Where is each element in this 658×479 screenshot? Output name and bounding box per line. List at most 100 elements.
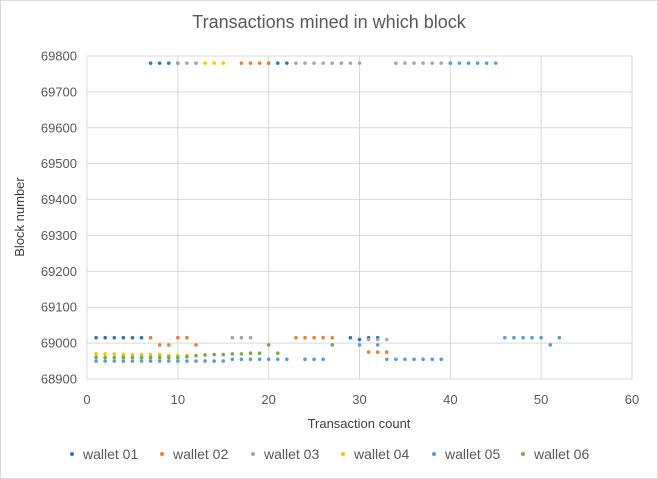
axes: 68900 69000 69100 69200 69300 69400 69500 69600… bbox=[41, 49, 639, 408]
data-point-wallet-2 bbox=[384, 350, 389, 354]
data-point-wallet-4 bbox=[212, 61, 216, 65]
x-axis-title: Transaction count bbox=[308, 416, 411, 431]
data-point-wallet-2 bbox=[266, 61, 271, 65]
data-point-wallet-5 bbox=[457, 61, 462, 65]
data-point-wallet-3 bbox=[366, 337, 371, 342]
legend: wallet 01 wallet 02 wallet 03 wallet 04 wall… bbox=[70, 446, 589, 462]
data-point-wallet-6 bbox=[266, 343, 271, 347]
data-point-wallet-3 bbox=[439, 61, 444, 65]
data-point-wallet-1 bbox=[275, 61, 280, 65]
y-tick-label: 69700 bbox=[41, 84, 77, 99]
data-point-wallet-3 bbox=[412, 61, 416, 65]
data-point-wallet-5 bbox=[94, 359, 98, 363]
data-point-wallet-2 bbox=[321, 335, 325, 340]
data-point-wallet-5 bbox=[203, 359, 207, 363]
x-tick-label: 60 bbox=[625, 392, 639, 407]
data-point-wallet-1 bbox=[357, 337, 362, 342]
data-point-wallet-1 bbox=[94, 335, 98, 340]
data-point-wallet-5 bbox=[194, 359, 198, 363]
data-point-wallet-1 bbox=[103, 335, 107, 340]
data-point-wallet-5 bbox=[475, 61, 480, 65]
data-point-wallet-2 bbox=[185, 335, 189, 340]
data-point-wallet-1 bbox=[121, 335, 126, 340]
data-point-wallet-4 bbox=[121, 352, 126, 357]
x-tick-label: 40 bbox=[443, 392, 457, 407]
data-point-wallet-6 bbox=[157, 355, 162, 360]
data-point-wallet-1 bbox=[130, 335, 135, 340]
data-point-wallet-6 bbox=[275, 351, 280, 355]
data-point-wallet-6 bbox=[194, 353, 198, 358]
data-point-wallet-1 bbox=[157, 61, 162, 65]
data-points bbox=[94, 61, 562, 363]
legend-marker bbox=[521, 452, 525, 456]
data-point-wallet-5 bbox=[430, 357, 434, 362]
data-point-wallet-5 bbox=[557, 335, 562, 340]
data-point-wallet-4 bbox=[139, 352, 144, 357]
data-point-wallet-5 bbox=[148, 359, 153, 363]
legend-label: wallet 04 bbox=[353, 446, 409, 462]
y-tick-label: 69100 bbox=[41, 300, 77, 315]
data-point-wallet-5 bbox=[139, 359, 144, 363]
data-point-wallet-5 bbox=[221, 359, 226, 363]
data-point-wallet-2 bbox=[366, 350, 371, 354]
data-point-wallet-3 bbox=[384, 337, 389, 342]
data-point-wallet-4 bbox=[221, 61, 226, 65]
data-point-wallet-4 bbox=[112, 352, 117, 356]
data-point-wallet-6 bbox=[257, 351, 262, 355]
data-point-wallet-3 bbox=[194, 61, 198, 65]
y-tick-label: 69500 bbox=[41, 156, 77, 171]
data-point-wallet-1 bbox=[112, 335, 117, 340]
data-point-wallet-6 bbox=[148, 355, 153, 360]
data-point-wallet-3 bbox=[348, 61, 353, 65]
data-point-wallet-5 bbox=[112, 359, 117, 363]
data-point-wallet-5 bbox=[375, 343, 380, 347]
data-point-wallet-2 bbox=[248, 61, 253, 65]
data-point-wallet-3 bbox=[421, 61, 425, 65]
data-point-wallet-6 bbox=[112, 355, 117, 360]
data-point-wallet-2 bbox=[312, 335, 316, 340]
legend-marker bbox=[70, 452, 74, 456]
data-point-wallet-6 bbox=[139, 355, 144, 360]
x-tick-label: 10 bbox=[171, 392, 185, 407]
y-axis-title: Block number bbox=[12, 177, 27, 257]
data-point-wallet-6 bbox=[212, 352, 216, 357]
data-point-wallet-5 bbox=[466, 61, 471, 65]
data-point-wallet-5 bbox=[439, 357, 444, 362]
data-point-wallet-2 bbox=[157, 343, 162, 347]
data-point-wallet-5 bbox=[448, 61, 453, 65]
data-point-wallet-5 bbox=[321, 357, 325, 362]
data-point-wallet-2 bbox=[166, 343, 171, 347]
data-point-wallet-5 bbox=[530, 335, 534, 340]
data-point-wallet-2 bbox=[330, 335, 335, 340]
data-point-wallet-3 bbox=[321, 61, 325, 65]
data-point-wallet-5 bbox=[257, 357, 262, 362]
data-point-wallet-3 bbox=[339, 61, 344, 65]
data-point-wallet-6 bbox=[203, 353, 207, 357]
data-point-wallet-5 bbox=[275, 357, 280, 362]
data-point-wallet-3 bbox=[394, 61, 398, 65]
data-point-wallet-2 bbox=[194, 343, 198, 347]
data-point-wallet-5 bbox=[166, 359, 171, 363]
data-point-wallet-3 bbox=[294, 61, 298, 65]
legend-label: wallet 02 bbox=[172, 446, 228, 462]
data-point-wallet-6 bbox=[239, 352, 244, 356]
data-point-wallet-5 bbox=[121, 359, 126, 363]
data-point-wallet-1 bbox=[148, 61, 153, 65]
data-point-wallet-5 bbox=[539, 335, 543, 340]
data-point-wallet-1 bbox=[285, 61, 289, 65]
legend-label: wallet 06 bbox=[533, 446, 589, 462]
data-point-wallet-5 bbox=[157, 359, 162, 363]
chart-title: Transactions mined in which block bbox=[192, 12, 466, 32]
data-point-wallet-5 bbox=[384, 357, 389, 362]
y-tick-label: 68900 bbox=[41, 372, 77, 387]
data-point-wallet-3 bbox=[357, 61, 362, 65]
data-point-wallet-5 bbox=[521, 335, 525, 340]
data-point-wallet-3 bbox=[430, 61, 434, 65]
data-point-wallet-6 bbox=[176, 355, 180, 360]
data-point-wallet-5 bbox=[312, 357, 316, 362]
data-point-wallet-6 bbox=[330, 343, 335, 347]
data-point-wallet-2 bbox=[375, 350, 380, 354]
data-point-wallet-6 bbox=[94, 355, 98, 360]
